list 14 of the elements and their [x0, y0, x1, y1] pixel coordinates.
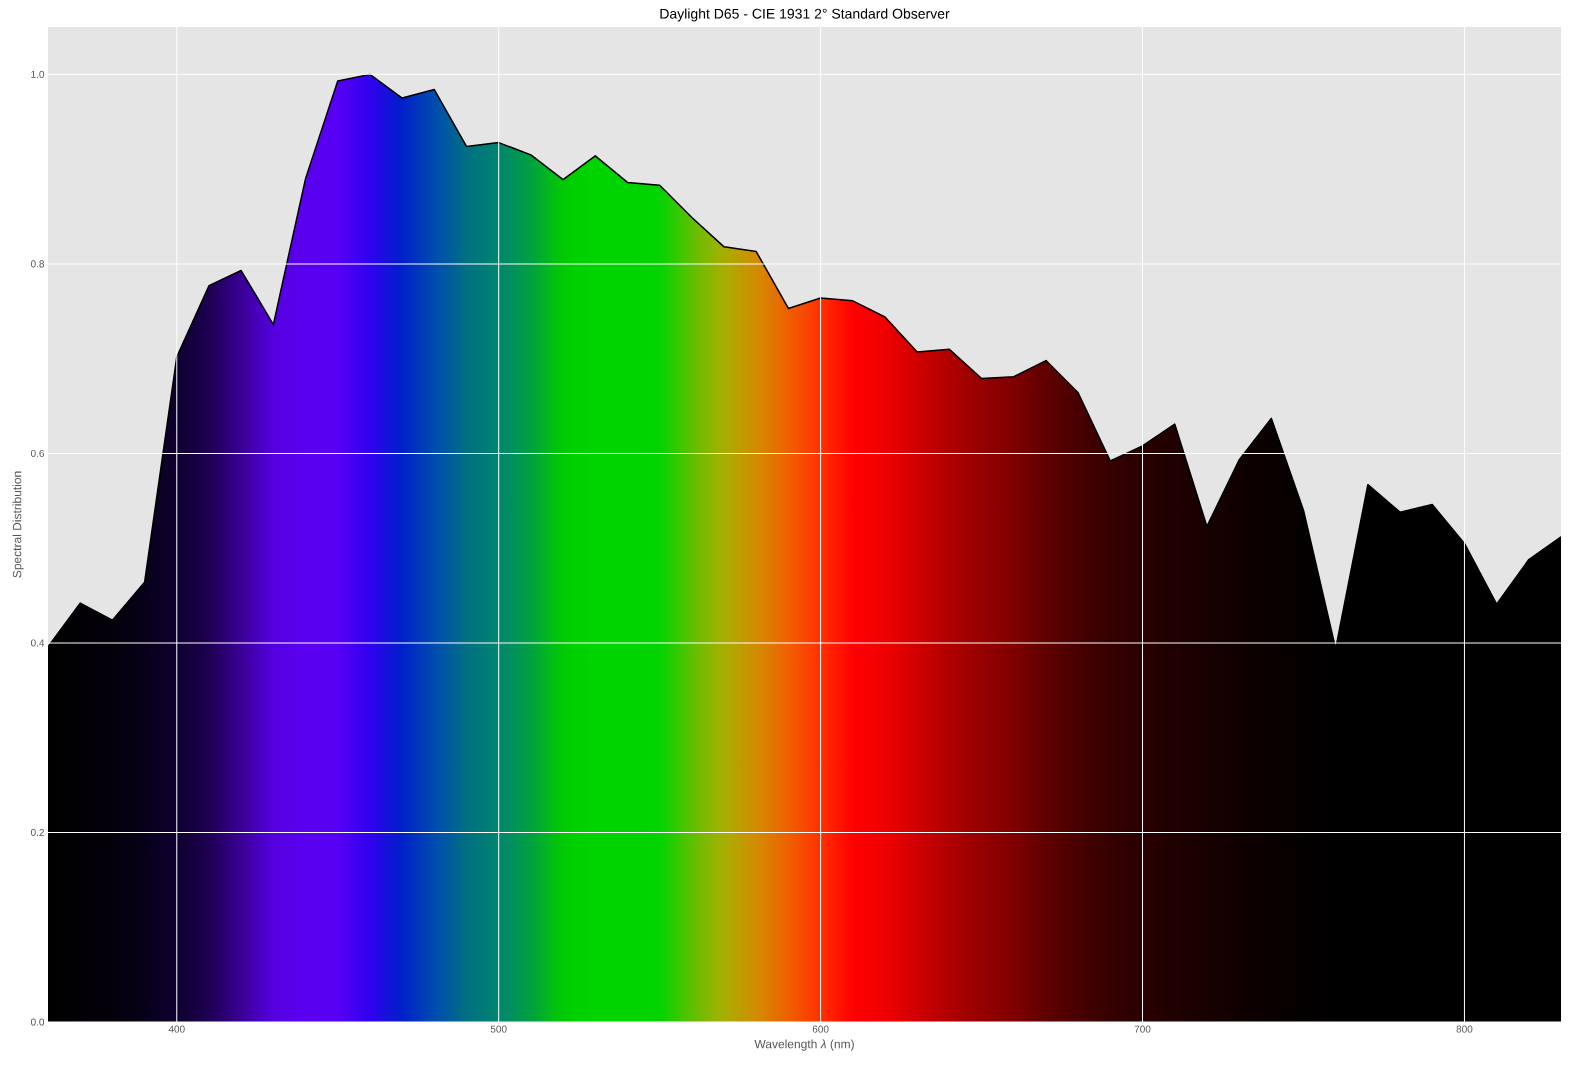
- x-tick-label: 400: [168, 1025, 185, 1033]
- y-tick-label: 1.0: [31, 70, 45, 78]
- y-tick-label: 0.4: [30, 639, 45, 647]
- x-tick-label: 600: [812, 1025, 829, 1033]
- y-axis-title: Spectral Distribution: [12, 471, 24, 578]
- y-tick-label: 0.2: [30, 828, 44, 837]
- y-tick-label: 0.0: [30, 1018, 45, 1026]
- x-axis-title: Wavelength λ (nm): [754, 1039, 854, 1051]
- y-tick-label: 0.8: [30, 260, 45, 268]
- x-tick-label: 700: [1134, 1025, 1151, 1033]
- chart-title: Daylight D65 - CIE 1931 2° Standard Observer: [660, 8, 950, 22]
- x-tick-label: 800: [1456, 1025, 1473, 1033]
- y-tick-label: 0.6: [30, 449, 45, 457]
- x-tick-label: 500: [490, 1025, 507, 1033]
